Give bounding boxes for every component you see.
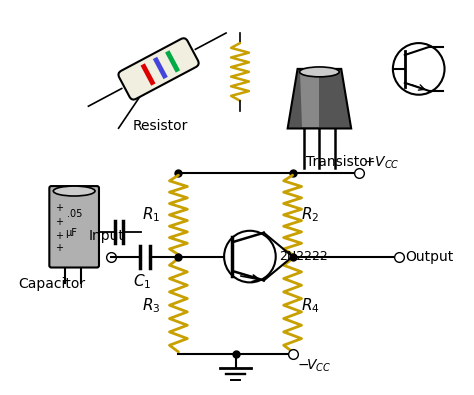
Text: $R_3$: $R_3$ — [142, 296, 161, 314]
Text: Capacitor: Capacitor — [18, 277, 85, 292]
Text: Transistor: Transistor — [306, 155, 373, 169]
Text: μF: μF — [65, 228, 77, 238]
Text: Input: Input — [89, 229, 125, 243]
Text: $R_1$: $R_1$ — [142, 205, 161, 224]
Text: $+V_{CC}$: $+V_{CC}$ — [363, 155, 400, 171]
Text: +: + — [55, 203, 64, 213]
Ellipse shape — [300, 67, 339, 77]
Text: Output: Output — [405, 250, 453, 263]
Text: .05: .05 — [67, 209, 82, 219]
Text: $R_2$: $R_2$ — [301, 205, 319, 224]
Ellipse shape — [53, 186, 95, 196]
Text: $C_1$: $C_1$ — [134, 273, 152, 291]
FancyBboxPatch shape — [49, 186, 99, 267]
Text: 2N2222: 2N2222 — [279, 250, 328, 263]
FancyBboxPatch shape — [118, 38, 199, 100]
Text: Resistor: Resistor — [133, 118, 188, 133]
Text: +: + — [55, 243, 64, 253]
Text: $-\!V_{CC}$: $-\!V_{CC}$ — [297, 358, 331, 374]
Polygon shape — [300, 71, 319, 126]
Text: $R_4$: $R_4$ — [301, 296, 319, 314]
Text: +: + — [55, 217, 64, 227]
Polygon shape — [288, 69, 351, 128]
Text: +: + — [55, 231, 64, 241]
